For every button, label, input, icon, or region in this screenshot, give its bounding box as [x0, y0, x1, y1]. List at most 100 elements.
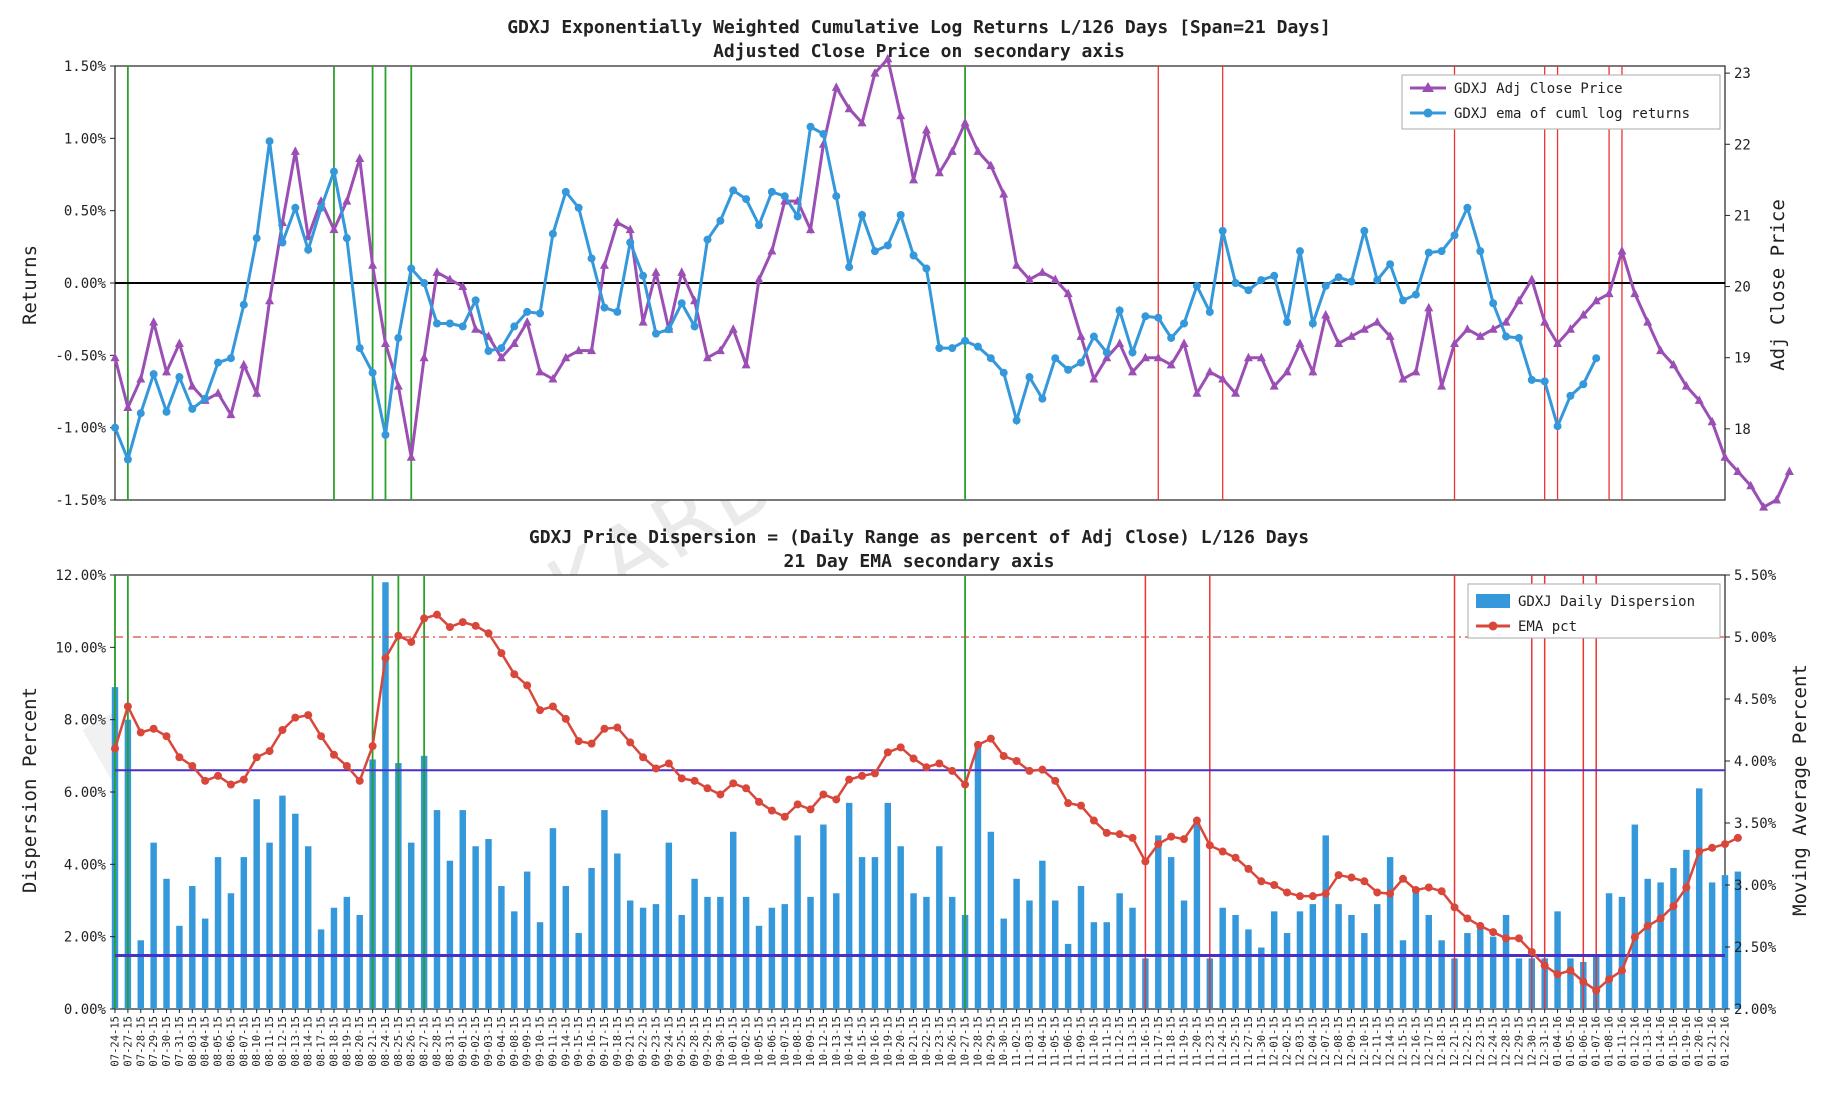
ema-returns-point	[471, 296, 480, 305]
ema-returns-point	[1180, 319, 1189, 328]
adj-close-y-axis-label: Adj Close Price	[1767, 199, 1789, 371]
adj-close-point	[857, 117, 867, 127]
ema-returns-point	[368, 368, 377, 377]
ema-y-tick-label: 3.00%	[1734, 878, 1777, 894]
x-tick-label: 01-20-16	[1694, 1016, 1706, 1067]
ema-returns-point	[291, 203, 300, 212]
adj-close-point	[1437, 381, 1447, 390]
dispersion-bar	[137, 940, 144, 1009]
dispersion-bar	[987, 831, 995, 1009]
adj-close-point	[1578, 310, 1588, 319]
x-tick-label: 07-28-15	[135, 1016, 147, 1067]
dispersion-bar	[1116, 893, 1123, 1009]
ema-returns-point	[1244, 286, 1253, 295]
adj-close-point	[1269, 381, 1279, 390]
ema-returns-point	[600, 303, 609, 312]
ema-pct-point	[123, 702, 132, 711]
ema-returns-point	[1553, 422, 1562, 431]
x-tick-label: 10-28-15	[972, 1016, 984, 1067]
x-tick-label: 12-18-15	[1436, 1016, 1448, 1067]
ema-returns-point	[832, 192, 841, 201]
ema-returns-point	[1167, 333, 1176, 342]
x-tick-label: 10-06-15	[766, 1016, 778, 1067]
adj-close-point	[1012, 260, 1022, 269]
adj-close-point	[1346, 331, 1356, 340]
dispersion-bar	[330, 907, 338, 1009]
ema-returns-point	[123, 455, 132, 464]
x-tick-label: 08-04-15	[200, 1016, 212, 1067]
ema-pct-point	[1489, 928, 1498, 937]
x-tick-label: 07-27-15	[122, 1016, 134, 1067]
ema-pct-point	[613, 723, 622, 732]
dispersion-bar	[356, 914, 363, 1009]
ema-pct-point	[561, 714, 570, 723]
dispersion-bar	[1258, 947, 1265, 1009]
x-tick-label: 09-15-15	[573, 1016, 585, 1067]
x-tick-label: 10-07-15	[779, 1016, 791, 1067]
ema-pct-point	[1270, 881, 1279, 889]
ema-returns-point	[664, 325, 673, 334]
ema-pct-point	[1463, 914, 1472, 923]
adj-close-point	[393, 381, 403, 390]
ema-pct-point	[1566, 966, 1575, 975]
x-tick-label: 01-12-16	[1629, 1016, 1641, 1067]
dispersion-bar	[614, 853, 621, 1009]
dispersion-bar	[1361, 933, 1368, 1009]
ema-returns-point	[407, 264, 416, 273]
adj-close-point	[844, 103, 854, 113]
ema-pct-point	[742, 784, 751, 793]
ema-returns-point	[561, 187, 570, 196]
ema-pct-point	[793, 800, 802, 809]
ema-pct-point	[870, 769, 879, 778]
x-tick-label: 08-07-15	[238, 1016, 250, 1067]
ema-y-tick-label: 5.50%	[1734, 568, 1777, 584]
ema-pct-point	[961, 780, 970, 789]
dispersion-bar	[691, 878, 698, 1009]
ema-pct-point	[1411, 885, 1420, 894]
adj-close-y-tick-label: 21	[1734, 208, 1751, 224]
adj-close-point	[174, 338, 184, 347]
ema-returns-point	[1115, 306, 1124, 315]
ema-pct-point	[1167, 832, 1176, 841]
ema-pct-point	[252, 753, 261, 762]
ema-pct-point	[1231, 853, 1240, 862]
dispersion-bar	[304, 846, 312, 1009]
dispersion-bar	[1412, 889, 1420, 1009]
adj-close-y-tick-label: 22	[1734, 137, 1751, 153]
dispersion-bar	[176, 925, 183, 1009]
adj-close-point	[1514, 295, 1524, 305]
dispersion-bar	[1721, 875, 1729, 1009]
ema-pct-point	[986, 734, 995, 743]
adj-close-point	[780, 196, 790, 205]
x-tick-label: 12-03-15	[1294, 1016, 1306, 1067]
adj-close-point	[1385, 331, 1395, 340]
ema-pct-point	[1038, 765, 1047, 774]
dispersion-bar	[1425, 914, 1432, 1009]
adj-close-point	[1501, 317, 1511, 326]
adj-close-point	[1295, 338, 1305, 347]
ema-pct-point	[1154, 840, 1163, 849]
x-tick-label: 12-15-15	[1398, 1016, 1410, 1067]
ema-pct-point	[1669, 902, 1678, 911]
ema-y-tick-label: 4.00%	[1734, 754, 1777, 770]
dispersion-bar	[459, 810, 466, 1009]
dispersion-plot-area: 12.00% 10.00% 8.00% 6.00% 4.00% 2.00% 0.00% 5.5…	[55, 568, 1776, 1018]
adj-close-point	[767, 245, 777, 255]
ema-pct-point	[574, 737, 583, 746]
ema-returns-point	[1051, 354, 1060, 363]
x-tick-label: 09-18-15	[612, 1016, 624, 1067]
ema-returns-point	[1360, 226, 1369, 235]
adj-close-point	[1759, 502, 1769, 511]
x-tick-label: 01-07-16	[1591, 1016, 1603, 1067]
legend-dispersion-label: GDXJ Daily Dispersion	[1518, 594, 1695, 610]
adj-close-point	[1411, 366, 1421, 376]
ema-returns-point	[729, 186, 738, 195]
ema-returns-point	[1270, 271, 1279, 280]
x-tick-label: 08-12-15	[277, 1016, 289, 1067]
x-tick-label: 11-25-15	[1230, 1016, 1242, 1067]
ema-pct-point	[973, 740, 982, 749]
ema-pct-point	[407, 637, 416, 646]
adj-close-point	[535, 366, 545, 376]
x-tick-label: 12-11-15	[1372, 1016, 1384, 1067]
ema-returns-point	[1399, 296, 1407, 305]
